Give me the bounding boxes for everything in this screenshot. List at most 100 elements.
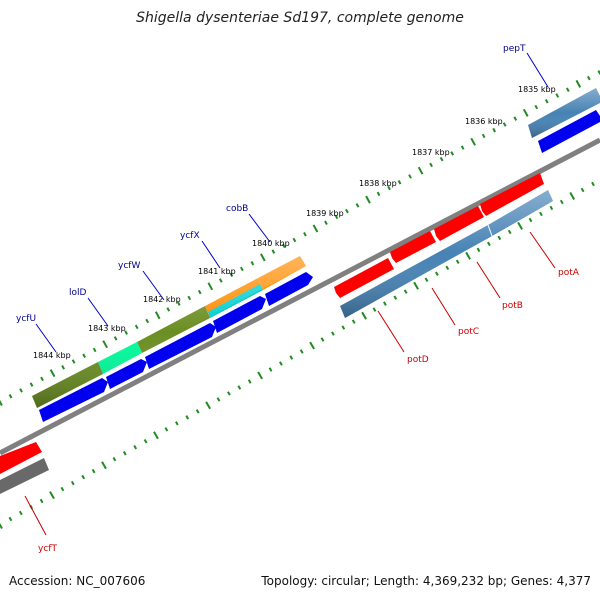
forward-features: [32, 88, 600, 408]
ruler-tick: [320, 337, 325, 342]
gene-label-cobB[interactable]: cobB: [226, 204, 248, 214]
gene-arrow-cobB[interactable]: [265, 272, 313, 306]
ruler-tick: [101, 461, 107, 470]
backbone-line: [0, 137, 600, 456]
accession-text: Accession: NC_007606: [9, 574, 146, 588]
ruler-tick: [29, 382, 34, 387]
shade-overlay: [340, 190, 553, 318]
gene-arrow-ycfU[interactable]: [39, 378, 108, 422]
gene-arrow-lolD[interactable]: [106, 359, 147, 389]
ruler-tick: [417, 166, 424, 175]
scale-label: 1838 kbp: [359, 179, 397, 188]
ruler-tick: [257, 371, 263, 380]
gene-arrow-potC[interactable]: [390, 231, 436, 263]
ruler-tick: [166, 307, 171, 312]
gene-arrow-pepT[interactable]: [538, 110, 600, 153]
ruler-tick: [154, 311, 161, 320]
ruler-tick: [528, 217, 533, 223]
gene-label-potD[interactable]: potD: [407, 355, 429, 365]
ruler-tick: [555, 93, 560, 98]
gene-label-ycfW[interactable]: ycfW: [118, 261, 140, 271]
gene-label-potC[interactable]: potC: [458, 327, 479, 337]
ruler-tick: [303, 232, 307, 237]
ruler-tick: [341, 325, 346, 330]
forward-labels: pepT cobB ycfX ycfW lolD ycfU: [16, 44, 549, 353]
ruler-tick: [91, 468, 96, 474]
ruler-tick: [71, 359, 76, 364]
gene-label-pepT[interactable]: pepT: [503, 44, 526, 54]
scale-label: 1841 kbp: [198, 267, 236, 276]
ruler-tick: [218, 278, 223, 283]
ruler-tick: [279, 361, 283, 366]
ruler-tick: [216, 397, 221, 402]
ruler-tick: [591, 181, 595, 187]
ruler-tick: [61, 365, 65, 370]
ruler-tick: [534, 104, 539, 110]
ruler-tick: [393, 295, 398, 300]
gene-label-lolD[interactable]: lolD: [69, 288, 87, 298]
ruler-tick: [49, 369, 56, 378]
ruler-tick: [260, 253, 266, 262]
scale-label: 1840 kbp: [252, 239, 290, 248]
ruler-tick: [587, 75, 591, 81]
gene-label-potB[interactable]: potB: [502, 301, 523, 311]
ruler-tick: [229, 272, 234, 277]
ruler-tick: [387, 185, 391, 191]
ruler-tick: [247, 379, 252, 384]
ruler-tick: [0, 522, 3, 529]
ruler-tick: [569, 192, 576, 200]
gene-label-potA[interactable]: potA: [558, 268, 580, 278]
ruler-tick: [372, 307, 377, 312]
scale-label: 1837 kbp: [412, 148, 450, 157]
ruler-tick: [49, 491, 55, 500]
gene-arrow-ycfT[interactable]: [0, 442, 42, 474]
gene-arrow-potB[interactable]: [434, 206, 484, 241]
forward-arrows: [39, 110, 600, 422]
ruler-tick: [460, 145, 465, 150]
leader-line-potB: [476, 261, 501, 299]
ruler-tick: [481, 133, 486, 139]
ruler-tick: [324, 220, 328, 225]
gene-arrow-potD[interactable]: [334, 258, 394, 298]
ruler-tick: [185, 415, 190, 420]
scale-label: 1843 kbp: [88, 324, 126, 333]
ruler-tick: [522, 108, 529, 117]
scale-label: 1836 kbp: [465, 117, 503, 126]
gene-label-ycfU[interactable]: ycfU: [16, 314, 36, 324]
ruler-tick: [292, 237, 297, 243]
ruler-tick: [429, 162, 433, 168]
gene-arrow-ycfW[interactable]: [145, 323, 216, 369]
scale-labels: 1835 kbp 1836 kbp 1837 kbp 1838 kbp 1839…: [33, 85, 556, 360]
ruler-tick: [268, 367, 273, 372]
ruler-tick: [82, 353, 86, 358]
ruler-tick: [187, 295, 192, 301]
bar-divider: [487, 224, 493, 237]
ruler-tick: [361, 311, 367, 320]
leader-line-pepT: [526, 52, 549, 88]
ruler-tick: [580, 187, 585, 193]
gene-label-ycfT[interactable]: ycfT: [38, 544, 57, 554]
ruler-tick: [195, 409, 200, 414]
ruler-tick: [439, 156, 444, 162]
ruler-tick: [39, 498, 44, 504]
ruler-tick: [145, 318, 150, 324]
ruler-tick: [565, 87, 570, 92]
ruler-tick: [403, 289, 408, 294]
ruler-tick: [102, 340, 108, 349]
scale-ruler-outer: [0, 70, 600, 406]
gene-arrow-ycfX[interactable]: [213, 296, 266, 333]
ruler-tick: [122, 451, 127, 456]
ruler-tick: [549, 205, 554, 211]
ruler-tick: [133, 445, 138, 450]
ruler-tick: [299, 349, 304, 354]
ruler-tick: [492, 127, 496, 133]
reverse-labels: potA potB potC potD ycfT: [24, 231, 580, 554]
scale-label: 1844 kbp: [33, 351, 71, 360]
ruler-tick: [124, 330, 128, 335]
gene-label-ycfX[interactable]: ycfX: [180, 231, 200, 241]
gene-arrow-potA[interactable]: [480, 173, 544, 216]
ruler-tick: [465, 251, 471, 260]
reverse-arrows: [0, 173, 544, 474]
gene-bar-ycfT[interactable]: [0, 458, 49, 494]
